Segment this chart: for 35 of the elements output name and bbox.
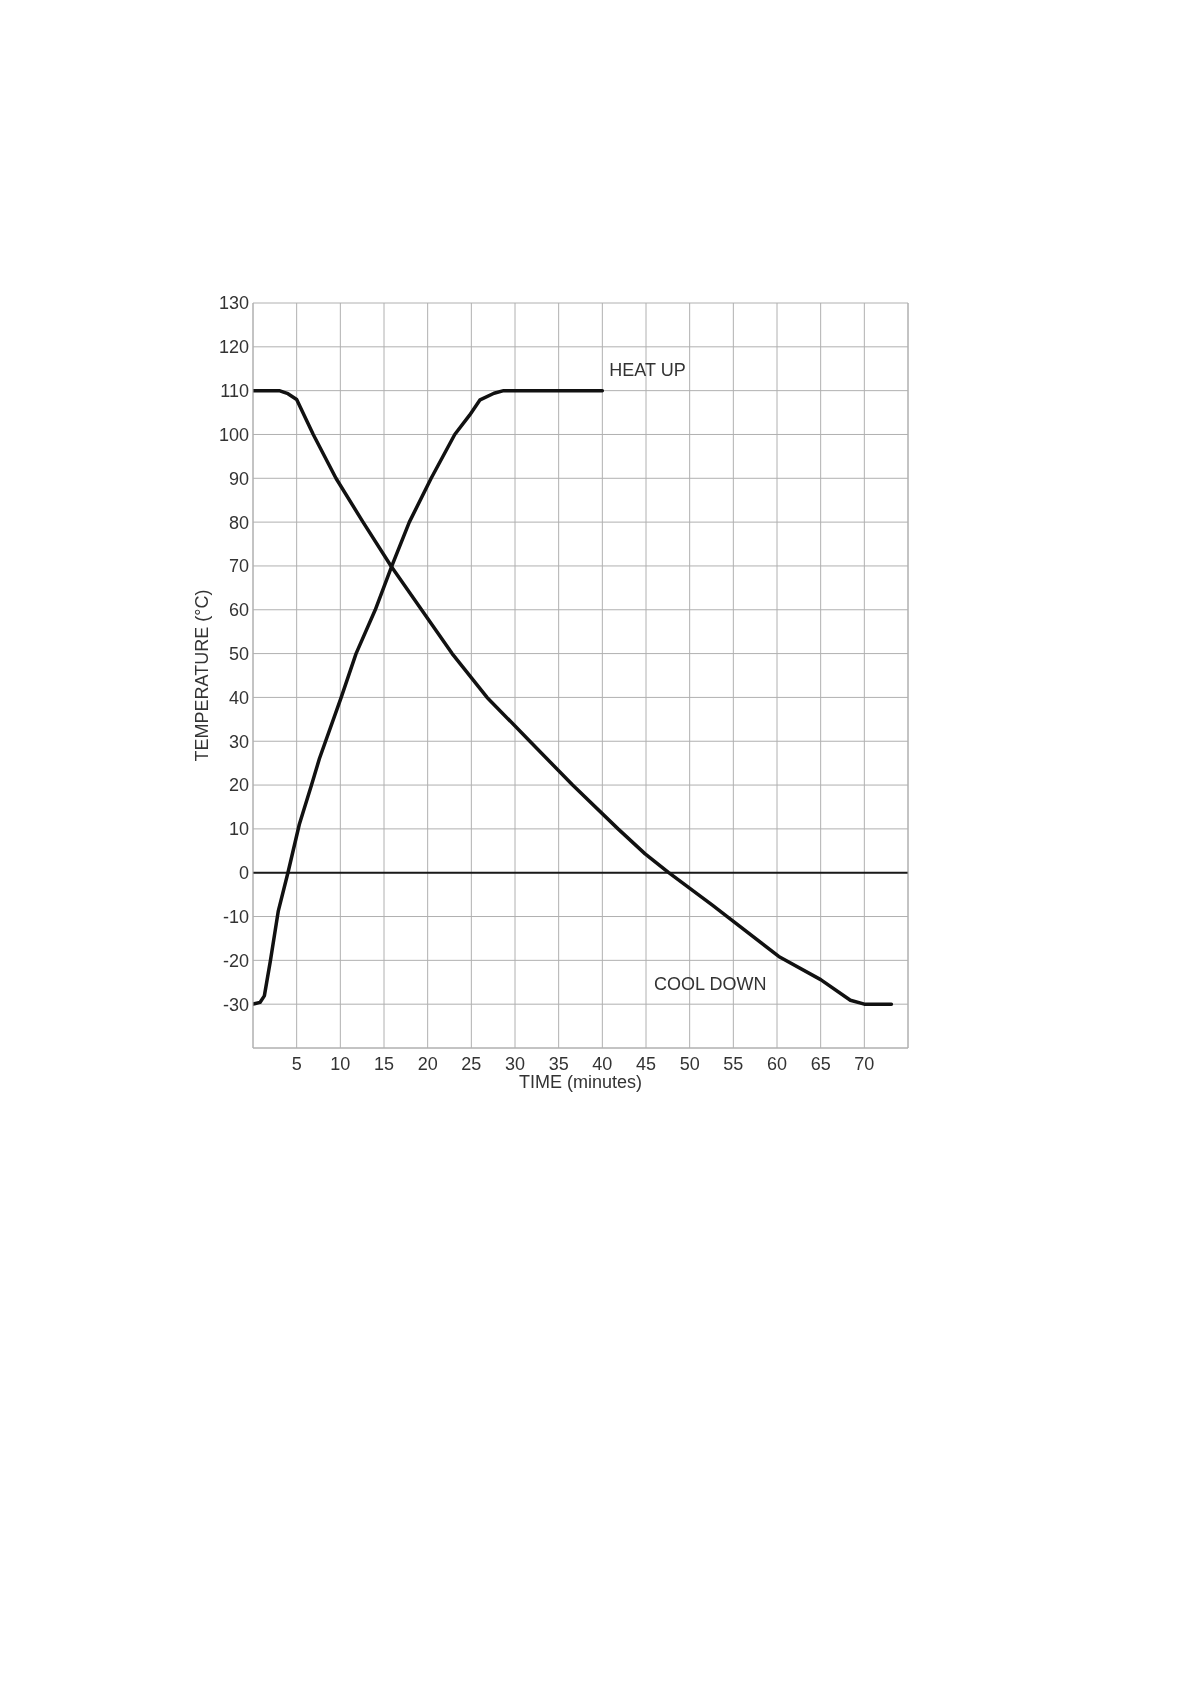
y-tick-label: 10 bbox=[228, 819, 249, 840]
y-tick-label: 110 bbox=[220, 381, 249, 402]
x-tick-label: 45 bbox=[635, 1053, 657, 1074]
y-tick-label: 40 bbox=[228, 687, 249, 708]
x-tick-label: 65 bbox=[810, 1053, 831, 1074]
y-tick-label: 100 bbox=[218, 424, 249, 445]
y-tick-label: 70 bbox=[228, 556, 249, 577]
x-tick-label: 25 bbox=[461, 1053, 482, 1074]
x-axis-title: TIME (minutes) bbox=[518, 1072, 643, 1092]
y-tick-label: -20 bbox=[222, 950, 249, 971]
y-tick-label: 20 bbox=[228, 775, 249, 796]
y-tick-label: -10 bbox=[222, 906, 249, 927]
x-tick-label: 30 bbox=[504, 1053, 526, 1074]
x-tick-label: 15 bbox=[373, 1053, 395, 1074]
y-tick-label: 0 bbox=[238, 863, 249, 884]
y-tick-label: 90 bbox=[228, 468, 249, 489]
series-label: HEAT UP bbox=[609, 359, 686, 380]
y-tick-label: 60 bbox=[228, 600, 249, 621]
x-tick-label: 50 bbox=[679, 1053, 700, 1074]
x-tick-label: 55 bbox=[723, 1053, 744, 1074]
x-tick-label: 35 bbox=[548, 1053, 569, 1074]
y-tick-label: 50 bbox=[228, 643, 249, 664]
y-axis-title: TEMPERATURE (°C) bbox=[192, 589, 212, 762]
y-tick-label: -30 bbox=[222, 994, 249, 1015]
x-tick-label: 60 bbox=[766, 1053, 788, 1074]
series-label: COOL DOWN bbox=[654, 974, 767, 995]
x-tick-label: 70 bbox=[854, 1053, 875, 1074]
y-tick-label: 30 bbox=[228, 731, 249, 752]
x-tick-label: 10 bbox=[330, 1053, 351, 1074]
x-tick-label: 40 bbox=[592, 1053, 613, 1074]
y-tick-label: 130 bbox=[218, 293, 249, 314]
x-tick-label: 5 bbox=[291, 1053, 302, 1074]
y-tick-label: 80 bbox=[228, 512, 249, 533]
y-tick-label: 120 bbox=[218, 337, 249, 358]
x-tick-label: 20 bbox=[417, 1053, 438, 1074]
